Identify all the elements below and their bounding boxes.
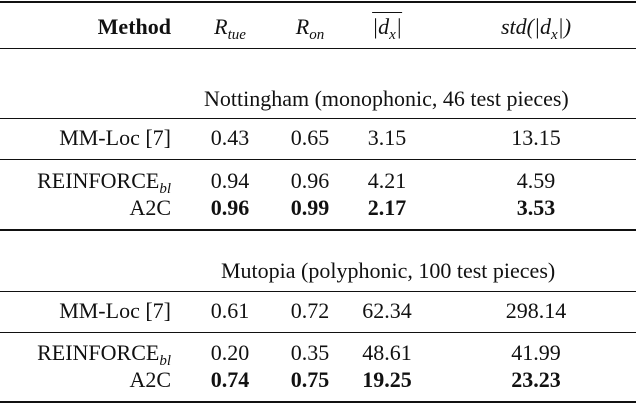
row-mean-dx: 48.61 [362,340,412,365]
row-method: MM-Loc [7] [59,298,171,323]
section-2-title-rule [0,291,636,292]
header-mean-dx-sub: x [389,27,396,43]
row-r-tue: 0.94 [210,168,250,193]
row-method: MM-Loc [7] [59,125,171,150]
row-std-dx: 4.59 [516,168,556,193]
header-mean-dx: |dx| [372,12,402,43]
header-mean-dx-open: |d [372,14,390,39]
header-std-dx: std(|dx|) [501,14,571,43]
row-mean-dx: 2.17 [367,195,407,220]
row-r-tue: 0.43 [210,125,250,150]
section-1-title-rule [0,118,636,119]
row-r-on: 0.75 [290,367,330,392]
row-method-sub: bl [159,353,171,369]
row-r-on: 0.35 [290,340,330,365]
row-method-base: REINFORCE [37,168,160,193]
row-r-on: 0.72 [290,298,330,323]
row-method-sub: bl [159,181,171,197]
row-method: A2C [129,367,171,392]
row-method: REINFORCEbl [37,340,171,369]
header-r-tue: Rtue [214,14,246,43]
bottom-rule [0,401,636,403]
section-title-mutopia: Mutopia (polyphonic, 100 test pieces) [221,258,556,283]
row-mean-dx: 4.21 [367,168,407,193]
header-std-dx-pre: std(|d [500,14,552,39]
row-method: A2C [129,195,171,220]
header-r-on: Ron [296,14,324,43]
row-std-dx: 23.23 [511,367,561,392]
row-std-dx: 298.14 [505,298,567,323]
header-method: Method [97,14,171,39]
header-std-dx-post: |) [557,14,572,39]
header-mean-dx-close: | [395,14,402,39]
section-1-mid-rule [0,159,636,160]
row-method: REINFORCEbl [37,168,171,197]
row-method-base: REINFORCE [37,340,160,365]
row-r-on: 0.65 [290,125,330,150]
section-divider-rule [0,229,636,231]
section-title-nottingham: Nottingham (monophonic, 46 test pieces) [204,86,569,111]
top-rule [0,1,636,3]
row-std-dx: 13.15 [511,125,561,150]
section-2-mid-rule [0,332,636,333]
header-r-tue-sub: tue [227,27,246,43]
row-r-tue: 0.74 [210,367,250,392]
header-r-on-sub: on [309,27,325,43]
row-std-dx: 3.53 [516,195,556,220]
row-mean-dx: 19.25 [362,367,412,392]
row-r-on: 0.99 [290,195,330,220]
row-r-tue: 0.61 [210,298,250,323]
header-r-on-base: R [295,14,310,39]
row-r-on: 0.96 [290,168,330,193]
row-std-dx: 41.99 [511,340,561,365]
row-mean-dx: 62.34 [362,298,412,323]
row-r-tue: 0.96 [210,195,250,220]
header-std-dx-sub: x [551,27,558,43]
header-r-tue-base: R [214,14,228,39]
row-mean-dx: 3.15 [367,125,407,150]
header-rule [0,48,636,49]
row-r-tue: 0.20 [210,340,250,365]
